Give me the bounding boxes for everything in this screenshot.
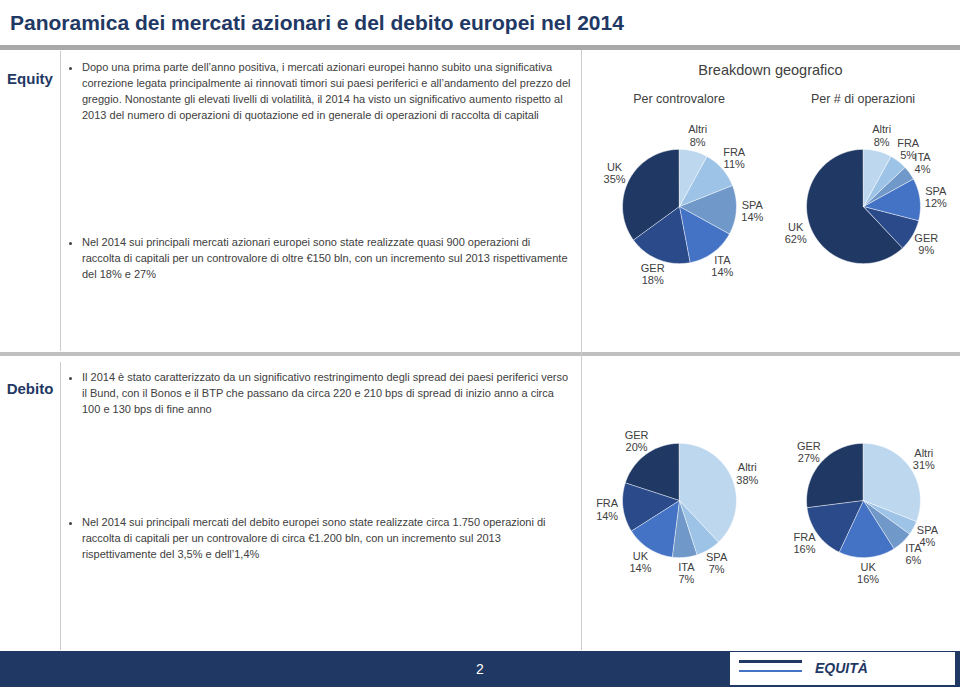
svg-text:ITA7%: ITA7% — [678, 561, 695, 585]
svg-text:GER27%: GER27% — [797, 440, 821, 464]
html-text:Il 2014 è stato caratterizzato: Il 2014 è stato caratterizzato da un sig… — [82, 371, 569, 415]
svg-text:FRA11%: FRA11% — [723, 146, 746, 170]
html-text:EQUITÀ: EQUITÀ — [815, 660, 868, 676]
html-text:Per controvalore: Per controvalore — [633, 92, 725, 106]
html-text:Debito: Debito — [6, 380, 54, 397]
svg-text:SPA14%: SPA14% — [741, 199, 763, 223]
svg-text:ITA4%: ITA4% — [914, 151, 931, 175]
svg-text:GER20%: GER20% — [625, 429, 649, 453]
html-text:Nel 2014 sui principali mercat: Nel 2014 sui principali mercati azionari… — [82, 236, 568, 280]
svg-text:GER18%: GER18% — [641, 262, 665, 286]
html-text:6%: 6% — [905, 553, 922, 566]
html-text:ITA: ITA — [905, 541, 922, 554]
svg-text:SPA12%: SPA12% — [925, 185, 947, 209]
svg-text:SPA7%: SPA7% — [706, 551, 728, 575]
svg-text:UK16%: UK16% — [857, 561, 879, 585]
svg-text:FRA14%: FRA14% — [596, 497, 619, 521]
svg-text:FRA5%: FRA5% — [897, 137, 920, 161]
svg-text:FRA16%: FRA16% — [793, 531, 816, 555]
html-text:Equity: Equity — [7, 70, 53, 87]
svg-text:Altri31%: Altri31% — [913, 447, 935, 471]
svg-text:UK14%: UK14% — [629, 550, 651, 574]
svg-text:UK62%: UK62% — [785, 221, 807, 245]
svg-text:SPA4%: SPA4% — [917, 524, 939, 548]
html-text:Dopo una prima parte dell’anno: Dopo una prima parte dell’anno positiva,… — [82, 61, 571, 121]
html-text:Breakdown geografico: Breakdown geografico — [698, 62, 843, 78]
svg-text:GER9%: GER9% — [914, 232, 938, 256]
svg-text:Altri8%: Altri8% — [872, 123, 891, 147]
html-text:Nel 2014 sui principali mercat: Nel 2014 sui principali mercati del debi… — [82, 516, 546, 560]
html-text:Panoramica dei mercati azionar: Panoramica dei mercati azionari e del de… — [10, 11, 624, 34]
svg-text:Altri8%: Altri8% — [688, 123, 707, 147]
svg-text:Altri38%: Altri38% — [736, 461, 758, 485]
html-text:2: 2 — [476, 661, 484, 677]
svg-text:UK35%: UK35% — [604, 161, 626, 185]
svg-text:ITA14%: ITA14% — [711, 253, 733, 277]
html-text:Per # di operazioni: Per # di operazioni — [810, 92, 916, 106]
